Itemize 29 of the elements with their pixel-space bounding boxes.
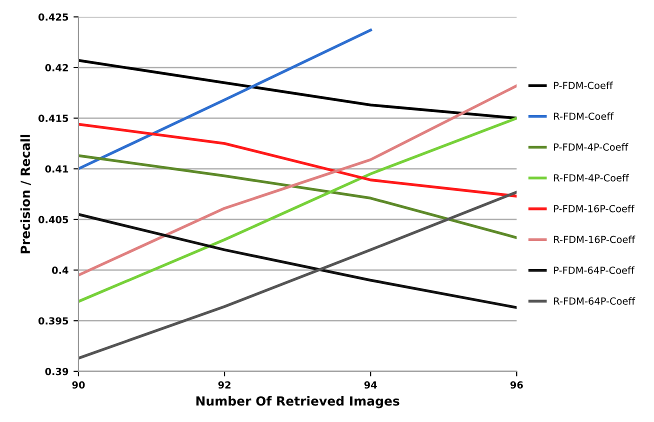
x-tick-label: 90 — [72, 381, 85, 389]
y-axis-title: Precision / Recall — [20, 134, 32, 254]
line-series — [78, 212, 517, 309]
x-tick-label: 96 — [510, 381, 523, 389]
legend-label: P-FDM-4P-Coeff — [554, 143, 628, 151]
line-series — [78, 59, 517, 120]
line-series — [78, 84, 517, 277]
y-tick-label: 0.405 — [38, 216, 68, 224]
line-series — [78, 122, 517, 198]
legend-label: P-FDM-16P-Coeff — [554, 204, 635, 212]
legend-label: R-FDM-16P-Coeff — [554, 236, 636, 244]
line-series — [78, 154, 517, 240]
legend-label: R-FDM-4P-Coeff — [554, 174, 630, 182]
legend-label: R-FDM-64P-Coeff — [554, 297, 636, 305]
line-series — [78, 190, 517, 360]
line-series — [78, 116, 517, 303]
y-tick-label: 0.425 — [38, 13, 68, 21]
y-tick-label: 0.41 — [45, 165, 68, 173]
y-tick-label: 0.42 — [45, 64, 68, 72]
y-tick-label: 0.415 — [38, 114, 68, 122]
legend-label: P-FDM-64P-Coeff — [554, 266, 635, 274]
y-tick-label: 0.395 — [38, 317, 68, 325]
legend-label: P-FDM-Coeff — [554, 82, 613, 90]
y-tick-label: 0.4 — [52, 266, 68, 274]
legend-label: R-FDM-Coeff — [554, 112, 614, 120]
x-tick-label: 92 — [218, 381, 230, 389]
x-tick-label: 94 — [364, 381, 377, 389]
x-axis-title: Number Of Retrieved Images — [196, 396, 400, 408]
y-tick-label: 0.39 — [45, 368, 68, 376]
